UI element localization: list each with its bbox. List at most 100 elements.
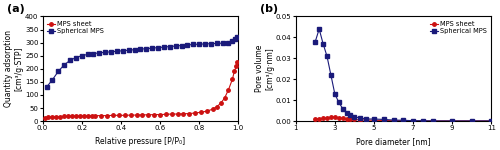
Line: Spherical MPS: Spherical MPS	[44, 35, 239, 89]
Spherical MPS	[96, 52, 102, 54]
Spherical MPS	[73, 57, 79, 59]
Spherical MPS	[120, 50, 126, 52]
Spherical MPS	[155, 47, 161, 48]
MPS sheet	[69, 115, 75, 117]
MPS sheet	[88, 115, 94, 117]
Spherical MPS	[108, 51, 114, 53]
MPS sheet	[332, 116, 338, 118]
Spherical MPS	[190, 44, 196, 45]
Spherical MPS	[214, 42, 220, 44]
Spherical MPS	[56, 70, 62, 72]
Spherical MPS	[400, 119, 406, 121]
Spherical MPS	[344, 112, 349, 114]
MPS sheet	[230, 78, 235, 80]
Spherical MPS	[226, 42, 232, 43]
Spherical MPS	[196, 43, 202, 45]
Spherical MPS	[371, 118, 377, 120]
MPS sheet	[54, 116, 60, 118]
X-axis label: Relative pressure [P/P₀]: Relative pressure [P/P₀]	[96, 137, 186, 146]
Spherical MPS	[312, 41, 318, 42]
Spherical MPS	[178, 45, 184, 46]
Text: (b): (b)	[260, 4, 278, 14]
Spherical MPS	[340, 108, 345, 109]
Spherical MPS	[358, 117, 364, 119]
Spherical MPS	[149, 47, 155, 49]
Spherical MPS	[348, 114, 354, 116]
MPS sheet	[340, 117, 345, 119]
Spherical MPS	[90, 53, 96, 54]
MPS sheet	[488, 120, 494, 122]
MPS sheet	[146, 114, 152, 116]
Spherical MPS	[328, 74, 334, 76]
Spherical MPS	[332, 93, 338, 95]
Spherical MPS	[336, 101, 342, 103]
Spherical MPS	[208, 43, 214, 45]
MPS sheet	[449, 120, 455, 122]
MPS sheet	[328, 116, 334, 118]
Spherical MPS	[184, 44, 190, 46]
MPS sheet	[98, 115, 104, 117]
Spherical MPS	[44, 86, 50, 88]
Spherical MPS	[449, 120, 455, 122]
Spherical MPS	[102, 51, 108, 53]
MPS sheet	[371, 119, 377, 121]
Line: MPS sheet: MPS sheet	[314, 115, 493, 123]
MPS sheet	[380, 120, 386, 121]
MPS sheet	[57, 116, 63, 118]
Spherical MPS	[488, 120, 494, 122]
MPS sheet	[348, 118, 354, 120]
MPS sheet	[352, 118, 358, 120]
MPS sheet	[140, 114, 145, 116]
Spherical MPS	[316, 28, 322, 30]
Spherical MPS	[320, 43, 326, 45]
Spherical MPS	[67, 60, 73, 61]
Spherical MPS	[430, 120, 436, 122]
MPS sheet	[198, 111, 204, 113]
Spherical MPS	[172, 45, 178, 47]
Spherical MPS	[410, 120, 416, 122]
MPS sheet	[358, 119, 364, 121]
Spherical MPS	[50, 79, 56, 81]
X-axis label: Pore diameter [nm]: Pore diameter [nm]	[356, 137, 431, 146]
MPS sheet	[344, 118, 349, 120]
MPS sheet	[226, 89, 232, 91]
Spherical MPS	[230, 40, 235, 42]
MPS sheet	[316, 118, 322, 120]
MPS sheet	[168, 113, 174, 115]
MPS sheet	[312, 118, 318, 120]
Y-axis label: Quantity adsorption
[cm³/g·STP]: Quantity adsorption [cm³/g·STP]	[4, 30, 24, 107]
MPS sheet	[163, 113, 169, 115]
MPS sheet	[151, 114, 157, 116]
MPS sheet	[218, 102, 224, 104]
MPS sheet	[92, 115, 98, 117]
Spherical MPS	[363, 118, 369, 120]
Spherical MPS	[220, 42, 226, 44]
MPS sheet	[128, 114, 134, 116]
Spherical MPS	[126, 49, 132, 51]
Spherical MPS	[78, 55, 84, 57]
MPS sheet	[410, 120, 416, 122]
Spherical MPS	[380, 118, 386, 120]
MPS sheet	[232, 70, 237, 72]
MPS sheet	[134, 114, 140, 116]
Spherical MPS	[161, 46, 167, 48]
Spherical MPS	[324, 55, 330, 57]
Spherical MPS	[114, 50, 120, 52]
MPS sheet	[214, 106, 220, 108]
MPS sheet	[320, 117, 326, 119]
Legend: MPS sheet, Spherical MPS: MPS sheet, Spherical MPS	[428, 20, 488, 36]
MPS sheet	[234, 65, 239, 67]
MPS sheet	[390, 120, 396, 122]
MPS sheet	[46, 116, 52, 118]
Spherical MPS	[469, 120, 475, 122]
Spherical MPS	[390, 119, 396, 121]
Text: (a): (a)	[8, 4, 25, 14]
MPS sheet	[420, 120, 426, 122]
Spherical MPS	[138, 48, 143, 50]
MPS sheet	[234, 61, 240, 63]
Legend: MPS sheet, Spherical MPS: MPS sheet, Spherical MPS	[46, 20, 106, 36]
MPS sheet	[65, 116, 71, 117]
Y-axis label: Pore volume
[cm³/g·nm]: Pore volume [cm³/g·nm]	[255, 45, 274, 93]
MPS sheet	[73, 115, 79, 117]
Line: MPS sheet: MPS sheet	[43, 60, 239, 119]
